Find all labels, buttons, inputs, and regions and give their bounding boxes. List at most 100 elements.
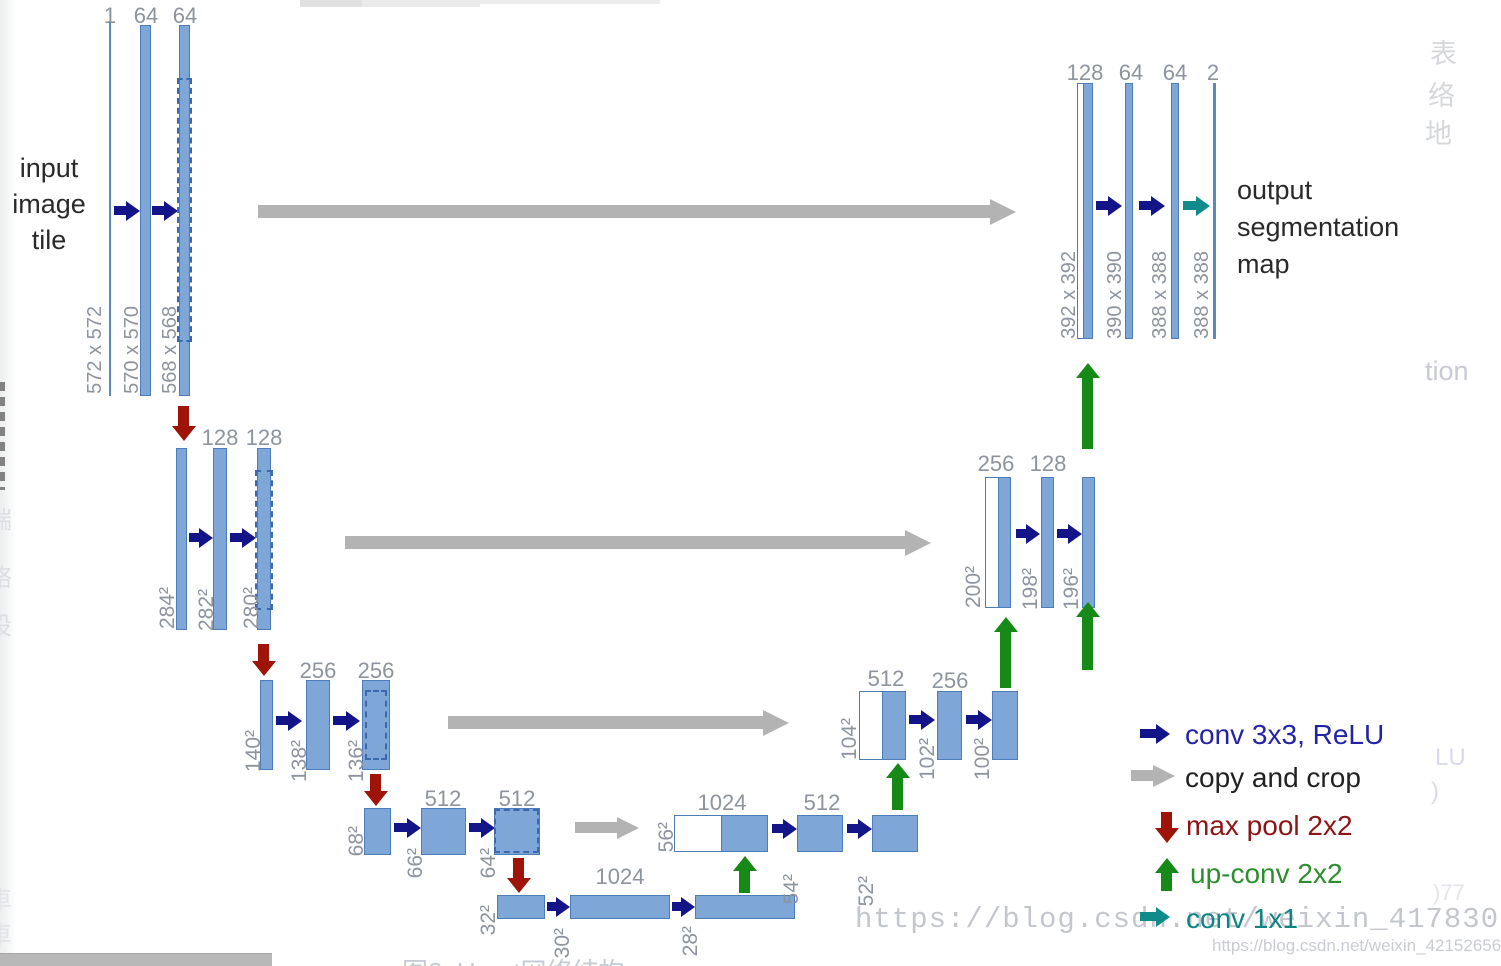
legend-upconv-arrow-icon xyxy=(1161,873,1172,891)
feature-bar xyxy=(992,691,1018,760)
dim-label: 28² xyxy=(679,925,702,956)
right-ghost-char: 络 xyxy=(1428,81,1455,111)
conv-arrow xyxy=(1057,529,1068,538)
feature-bar xyxy=(213,448,227,630)
left-ghost-fragment: 端 xyxy=(0,500,12,535)
maxpool-arrow xyxy=(370,774,381,791)
feature-bar xyxy=(109,22,111,396)
dim-label: 100² xyxy=(971,737,994,780)
feature-bar xyxy=(306,680,330,770)
channel-label: 1024 xyxy=(595,864,645,889)
conv-arrow xyxy=(1096,201,1108,210)
legend-maxpool-label: max pool 2x2 xyxy=(1186,810,1353,841)
conv-arrow xyxy=(847,824,858,833)
legend-echo-text: ) xyxy=(1431,778,1439,805)
upconv-arrow xyxy=(892,778,903,810)
feature-bar xyxy=(497,895,545,919)
feature-bar xyxy=(1041,477,1054,608)
channel-label: 512 xyxy=(867,666,905,691)
feature-bar xyxy=(570,895,670,919)
conv-arrow xyxy=(772,824,783,833)
legend-copy-label: copy and crop xyxy=(1185,762,1361,793)
conv-arrow xyxy=(230,533,242,542)
figure-caption-clipped: 图2: U-net网络结构 xyxy=(402,952,625,966)
conv-arrow xyxy=(189,533,199,542)
input-label-line1: input xyxy=(19,153,79,183)
copy-crop-arrow xyxy=(575,822,617,833)
feature-bar xyxy=(882,691,906,760)
maxpool-arrow xyxy=(178,406,189,426)
top-edge-artifact xyxy=(300,0,362,7)
dim-label: 392 x 392 xyxy=(1058,251,1080,339)
input-label-line2: image xyxy=(12,189,86,219)
crop-outline xyxy=(494,809,539,853)
top-edge-artifact xyxy=(362,0,480,7)
dim-label: 388 x 388 xyxy=(1191,251,1213,339)
channel-label: 128 xyxy=(1066,60,1104,85)
copy-crop-arrow xyxy=(345,536,905,549)
feature-bar xyxy=(179,25,190,396)
legend-conv1x1-arrow-icon xyxy=(1140,912,1156,921)
upconv-arrow xyxy=(1000,632,1011,688)
legend-upconv-label: up-conv 2x2 xyxy=(1190,858,1343,889)
dim-label: 568 x 568 xyxy=(159,306,181,394)
dim-label: 32² xyxy=(477,904,500,935)
conv-arrow xyxy=(333,716,346,725)
dim-label: 102² xyxy=(916,737,939,780)
dim-label: 200² xyxy=(962,565,985,608)
upconv-arrow xyxy=(1082,617,1093,670)
channel-label: 512 xyxy=(424,786,462,811)
dim-label: 390 x 390 xyxy=(1104,251,1126,339)
channel-label: 256 xyxy=(977,451,1015,476)
left-ghost-fragment: 車 xyxy=(0,915,12,950)
dim-label: 572 x 572 xyxy=(84,306,106,394)
upconv-arrow xyxy=(1082,378,1093,449)
feature-bar xyxy=(797,815,843,852)
dim-label: 64² xyxy=(477,847,500,878)
feature-bar xyxy=(140,25,151,396)
conv-arrow xyxy=(1016,529,1026,538)
copied-feature-bar xyxy=(674,815,722,852)
legend-echo-text: )77 xyxy=(1433,880,1465,905)
maxpool-arrow xyxy=(258,644,269,661)
dim-label: 56² xyxy=(655,821,678,852)
channel-label: 64 xyxy=(1162,60,1188,85)
feature-bar xyxy=(260,680,273,770)
feature-bar xyxy=(1171,83,1179,339)
crop-outline xyxy=(177,78,192,342)
conv1x1-arrow xyxy=(1183,201,1196,210)
channel-label: 1 xyxy=(103,3,117,28)
horizontal-scrollbar[interactable] xyxy=(0,953,272,966)
channel-label: 512 xyxy=(498,786,536,811)
right-ghost-char: 地 xyxy=(1425,119,1452,149)
channel-label: 256 xyxy=(299,658,337,683)
conv-arrow xyxy=(547,902,556,911)
dim-label: 138² xyxy=(288,739,311,782)
channel-label: 128 xyxy=(1029,451,1067,476)
feature-bar xyxy=(1125,83,1133,339)
conv-arrow xyxy=(394,823,407,832)
copied-feature-bar xyxy=(859,691,883,760)
feature-bar xyxy=(1083,83,1093,339)
crop-outline xyxy=(255,470,273,610)
feature-bar xyxy=(937,691,962,760)
legend-conv-arrow-icon xyxy=(1140,729,1156,738)
dim-label: 388 x 388 xyxy=(1149,251,1171,339)
left-ghost-fragment: 络 xyxy=(0,558,12,593)
feature-bar xyxy=(257,448,271,630)
dim-label: 54² xyxy=(780,873,803,904)
conv-arrow xyxy=(469,823,481,832)
copy-crop-arrow xyxy=(448,716,763,729)
channel-label: 512 xyxy=(803,790,841,815)
conv-arrow xyxy=(276,716,288,725)
crop-outline xyxy=(365,690,387,760)
dim-label: 140² xyxy=(242,729,265,772)
channel-label: 1024 xyxy=(697,790,747,815)
upconv-arrow xyxy=(739,871,750,893)
legend-conv1x1-label: conv 1x1 xyxy=(1186,903,1299,934)
right-ghost-char: 表 xyxy=(1430,39,1457,69)
channel-label: 64 xyxy=(133,3,159,28)
feature-bar xyxy=(494,808,540,855)
dim-label: 198² xyxy=(1019,567,1042,610)
